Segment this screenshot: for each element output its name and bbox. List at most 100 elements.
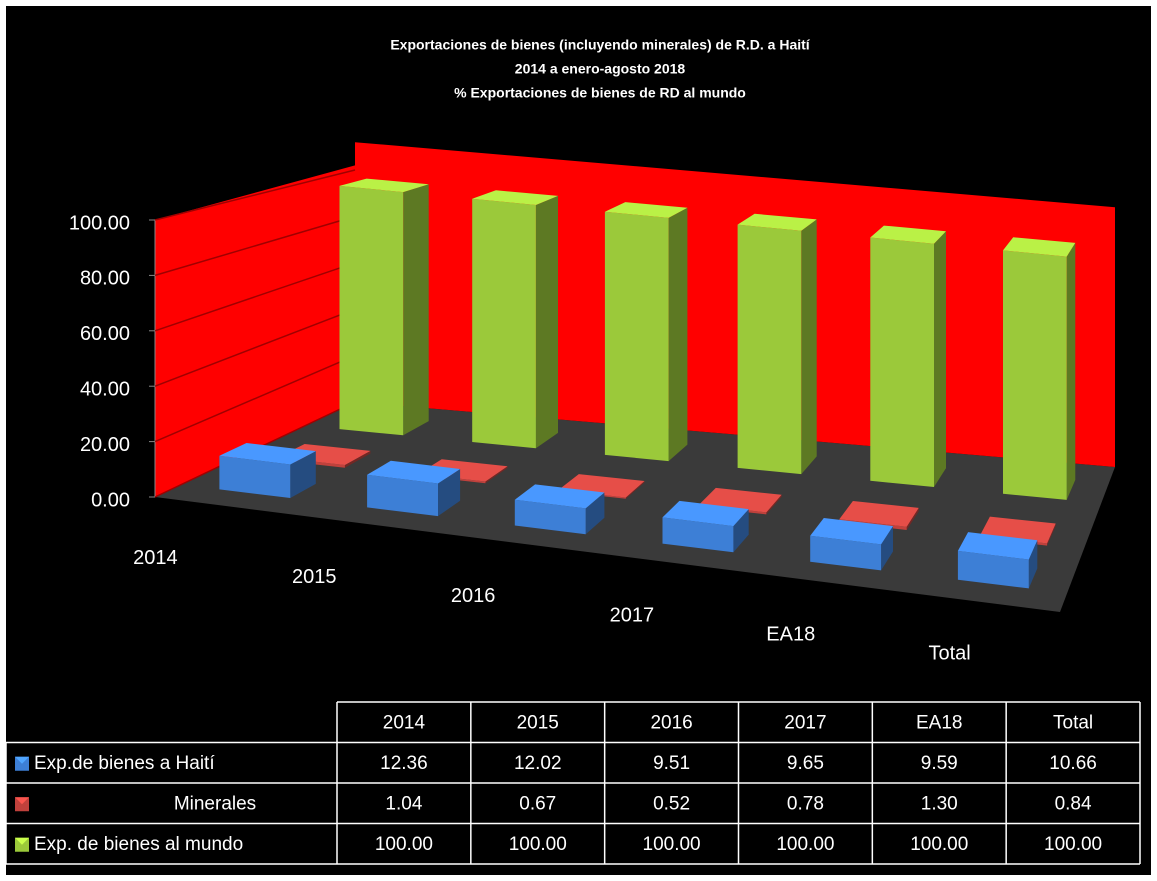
bar: [604, 202, 688, 462]
bar-top: [367, 460, 461, 484]
bar-side: [1047, 523, 1056, 546]
bar-front: [367, 474, 438, 517]
table-value: 100.00: [776, 834, 834, 855]
chart-title: % Exportaciones de bienes de RD al mundo: [454, 85, 746, 101]
bar: [662, 500, 749, 553]
bar: [472, 190, 558, 449]
side-wall: [155, 165, 355, 497]
table-value: 12.36: [380, 753, 428, 774]
bar-top: [839, 501, 919, 527]
bar-front: [472, 198, 536, 449]
table-value: 100.00: [910, 834, 968, 855]
grid-line: [154, 262, 356, 332]
legend-label: Exp. de bienes al mundo: [34, 834, 243, 855]
table-header: EA18: [916, 712, 962, 733]
bar: [1003, 237, 1076, 500]
bar: [514, 484, 605, 535]
bar-top: [810, 518, 893, 545]
legend-key-shade: [15, 756, 29, 764]
bar-front: [219, 455, 291, 498]
bar-front: [737, 224, 802, 475]
bar-side: [290, 451, 316, 498]
table-value: 0.67: [519, 793, 556, 814]
table-value: 10.66: [1049, 753, 1097, 774]
bar-top: [514, 484, 605, 509]
x-tick-label: 2016: [451, 585, 496, 607]
bar-side: [733, 509, 749, 553]
bar: [870, 225, 946, 487]
bar-front: [339, 185, 404, 436]
bar: [957, 532, 1038, 589]
table-value: 0.52: [653, 793, 690, 814]
table-value: 9.51: [653, 753, 690, 774]
bar-side: [766, 494, 782, 515]
legend-label: Exp.de bienes a Haití: [34, 753, 215, 774]
x-tick-label: 2015: [292, 566, 337, 588]
table-value: 100.00: [375, 834, 433, 855]
bar-top: [870, 225, 946, 244]
bar-front: [662, 517, 734, 553]
bar: [219, 443, 316, 498]
y-tick-label: 60.00: [80, 323, 130, 345]
table-value: 9.59: [921, 753, 958, 774]
legend-key: [15, 837, 29, 852]
bar-side: [668, 207, 688, 462]
bar-top: [1003, 237, 1076, 257]
grid-line: [154, 308, 356, 387]
x-tick-label: 2017: [610, 604, 655, 626]
bar-side: [485, 466, 508, 484]
bar-top: [219, 443, 316, 465]
bar: [810, 518, 893, 571]
table-value: 100.00: [1044, 834, 1102, 855]
bar-front: [1003, 250, 1067, 500]
table-header: 2014: [383, 712, 426, 733]
bar-top: [339, 178, 429, 193]
legend-key-shade: [15, 797, 29, 805]
bar-top: [957, 532, 1038, 560]
table-value: 9.65: [787, 753, 824, 774]
table-header: 2017: [784, 712, 826, 733]
bar-side: [535, 195, 558, 449]
y-tick-label: 0.00: [91, 489, 130, 511]
bar-front: [957, 550, 1029, 589]
bar: [367, 460, 461, 517]
bar: [737, 213, 817, 475]
table-value: 1.30: [921, 793, 958, 814]
y-tick-label: 80.00: [80, 268, 130, 290]
table-value: 100.00: [643, 834, 701, 855]
table-value: 0.84: [1055, 793, 1092, 814]
table-header: 2016: [650, 712, 692, 733]
bar-front: [870, 237, 934, 487]
grid-line: [154, 169, 356, 221]
table-value: 12.02: [514, 753, 562, 774]
legend-key-shade: [15, 837, 29, 845]
bar: [339, 178, 429, 436]
chart-title: 2014 a enero-agosto 2018: [515, 61, 686, 77]
bar-front: [604, 211, 669, 462]
bar-top: [662, 500, 749, 527]
chart-title: Exportaciones de bienes (incluyendo mine…: [390, 37, 810, 53]
table-value: 0.78: [787, 793, 824, 814]
legend-key: [15, 756, 29, 771]
bar-side: [625, 481, 645, 499]
bar-top: [604, 202, 688, 218]
table-header: Total: [1053, 712, 1093, 733]
bar-side: [906, 507, 919, 530]
y-tick-label: 20.00: [80, 434, 130, 456]
bar-side: [1066, 242, 1076, 500]
bar-top: [737, 213, 817, 231]
bar-top: [472, 190, 558, 205]
bar-side: [344, 450, 371, 468]
bar-side: [881, 526, 893, 571]
bar-side: [801, 219, 817, 475]
x-tick-label: 2014: [133, 547, 178, 569]
bar-side: [1028, 540, 1038, 589]
grid-line: [154, 354, 356, 443]
bar-side: [585, 492, 605, 535]
bar-front: [514, 499, 586, 535]
bar-front: [810, 535, 882, 571]
bar-side: [934, 231, 946, 487]
legend-label: Minerales: [174, 793, 256, 814]
y-tick-label: 100.00: [69, 212, 130, 234]
